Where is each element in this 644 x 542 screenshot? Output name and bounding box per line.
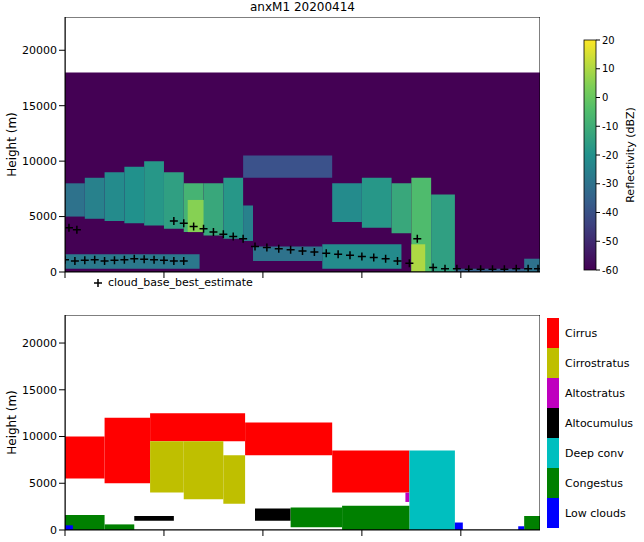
svg-text:-10: -10 xyxy=(602,121,618,132)
svg-text:10: 10 xyxy=(602,63,615,74)
svg-text:Reflectivity (dBZ): Reflectivity (dBZ) xyxy=(624,107,637,203)
html-text:anxM1 20200414: anxM1 20200414 xyxy=(250,0,355,14)
html-text:Altostratus: Altostratus xyxy=(565,386,625,400)
html-text:cloud_base_best_estimate: cloud_base_best_estimate xyxy=(108,276,253,289)
html-text:Cirrus: Cirrus xyxy=(565,326,598,340)
svg-text:20000: 20000 xyxy=(22,44,57,57)
svg-text:5000: 5000 xyxy=(29,210,57,223)
svg-text:10000: 10000 xyxy=(22,430,57,443)
svg-text:-50: -50 xyxy=(602,236,618,247)
html-text:Congestus: Congestus xyxy=(565,476,623,490)
svg-text:Height (m): Height (m) xyxy=(5,390,19,455)
svg-text:0: 0 xyxy=(50,524,57,537)
svg-text:5000: 5000 xyxy=(29,477,57,490)
svg-text:-40: -40 xyxy=(602,207,618,218)
svg-text:10000: 10000 xyxy=(22,155,57,168)
svg-text:20000: 20000 xyxy=(22,337,57,350)
html-text:Altocumulus: Altocumulus xyxy=(565,416,634,430)
svg-text:-60: -60 xyxy=(602,265,618,276)
svg-text:-20: -20 xyxy=(602,150,618,161)
html-text:Low clouds: Low clouds xyxy=(565,506,626,520)
html-text:Deep conv: Deep conv xyxy=(565,446,624,460)
svg-text:-30: -30 xyxy=(602,178,618,189)
svg-text:20: 20 xyxy=(602,35,615,46)
svg-text:0: 0 xyxy=(602,92,608,103)
svg-text:15000: 15000 xyxy=(22,384,57,397)
svg-text:Height (m): Height (m) xyxy=(5,112,19,177)
svg-text:15000: 15000 xyxy=(22,100,57,113)
html-text:Cirrostratus: Cirrostratus xyxy=(565,356,630,370)
svg-text:0: 0 xyxy=(50,266,57,279)
